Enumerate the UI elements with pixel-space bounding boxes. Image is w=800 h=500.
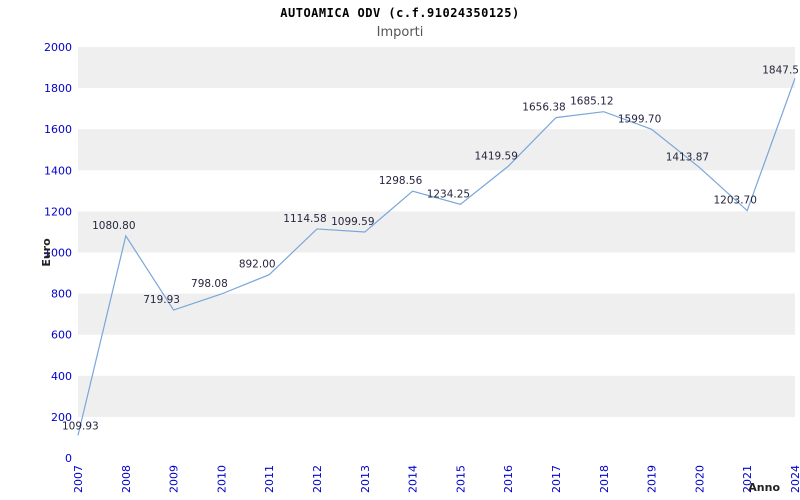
data-label: 1599.70 <box>618 113 661 125</box>
y-tick-label: 1000 <box>44 247 72 260</box>
x-tick-label: 2013 <box>359 465 372 493</box>
x-tick-label: 2020 <box>693 465 706 493</box>
x-tick-label: 2008 <box>120 465 133 493</box>
y-tick-label: 1400 <box>44 164 72 177</box>
data-label: 1847.5 <box>762 64 799 76</box>
x-tick-label: 2015 <box>454 465 467 493</box>
grid-band <box>78 211 795 253</box>
y-tick-label: 2000 <box>44 41 72 54</box>
chart-title: AUTOAMICA ODV (c.f.91024350125) <box>280 6 520 20</box>
y-tick-label: 600 <box>51 329 72 342</box>
chart-subtitle: Importi <box>376 25 424 40</box>
x-tick-label: 2014 <box>407 465 420 493</box>
y-tick-label: 200 <box>51 411 72 424</box>
y-tick-label: 1600 <box>44 123 72 136</box>
data-label: 1685.12 <box>570 96 613 108</box>
x-tick-label: 2009 <box>168 465 181 493</box>
data-label: 1656.38 <box>522 102 565 114</box>
data-label: 1419.59 <box>474 150 517 162</box>
grid-band <box>78 129 795 171</box>
data-line <box>77 78 796 436</box>
x-tick-label: 2017 <box>550 465 563 493</box>
data-label: 1413.87 <box>666 151 709 163</box>
x-axis-title: Anno <box>748 481 780 494</box>
grid-band <box>78 375 795 417</box>
y-tick-label: 1800 <box>44 82 72 95</box>
x-tick-label: 2018 <box>598 465 611 493</box>
y-tick-label: 800 <box>51 288 72 301</box>
data-label: 719.93 <box>143 294 180 306</box>
x-tick-label: 2012 <box>311 465 324 493</box>
data-label: 109.93 <box>62 420 99 432</box>
y-axis-title: Euro <box>40 238 53 267</box>
data-label: 1203.70 <box>713 195 756 207</box>
data-label: 1114.58 <box>283 213 326 225</box>
data-label: 1234.25 <box>427 188 470 200</box>
x-tick-label: 2011 <box>263 465 276 493</box>
x-tick-label: 2016 <box>502 465 515 493</box>
data-label: 1080.80 <box>92 220 135 232</box>
y-tick-label: 400 <box>51 370 72 383</box>
data-label: 798.08 <box>191 278 228 290</box>
x-tick-label: 2010 <box>215 465 228 493</box>
x-tick-label: 2007 <box>72 465 85 493</box>
data-label: 1298.56 <box>379 175 423 187</box>
grid-band <box>78 47 795 89</box>
x-tick-label: 2019 <box>646 465 659 493</box>
y-tick-label: 0 <box>65 452 72 465</box>
data-label: 1099.59 <box>331 216 374 228</box>
x-tick-label: 2021 <box>741 465 754 493</box>
grid-band <box>78 293 795 335</box>
data-label: 892.00 <box>239 259 276 271</box>
x-tick-label: 2024 <box>789 465 800 493</box>
y-tick-label: 1200 <box>44 205 72 218</box>
